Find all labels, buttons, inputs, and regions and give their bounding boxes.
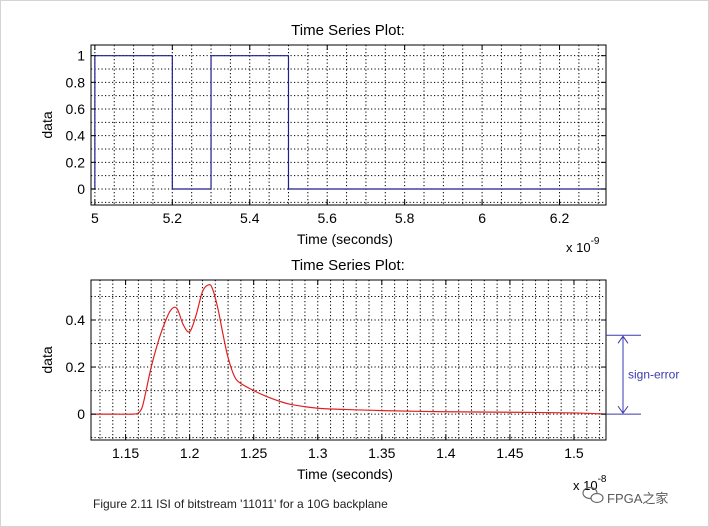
chart-top-plot-area bbox=[91, 45, 606, 205]
chart-top-xtick-label: 5.2 bbox=[163, 210, 183, 226]
chart-top-title: Time Series Plot: bbox=[291, 22, 405, 39]
chart-bottom-ylabel: data bbox=[39, 346, 55, 373]
chart-top-xtick-label: 5 bbox=[91, 210, 99, 226]
chart-bottom-x-ticks: 1.15 1.2 1.25 1.3 1.35 1.4 1.45 1.5 bbox=[112, 280, 584, 461]
chart-top-xtick-label: 6.2 bbox=[550, 210, 570, 226]
chart-top: Time Series Plot: 5 5.2 5.4 5.6 5.8 6 6.2 0 0.2… bbox=[39, 22, 607, 255]
chart-bottom-x-exponent: x 10-8 bbox=[573, 474, 607, 493]
chart-top-ylabel: data bbox=[39, 111, 55, 138]
chart-bottom: Time Series Plot: 1.15 1.2 1.25 1.3 1.35 1.4 1… bbox=[39, 257, 679, 493]
chart-top-y-ticks: 0 0.2 0.4 0.6 0.8 1 bbox=[66, 48, 606, 197]
sign-error-annotation: sign-error bbox=[606, 334, 679, 415]
chart-bottom-xtick-label: 1.3 bbox=[308, 445, 328, 461]
chart-bottom-xtick-label: 1.45 bbox=[496, 445, 523, 461]
watermark-text: FPGA之家 bbox=[607, 491, 668, 506]
chart-top-xtick-label: 5.8 bbox=[395, 210, 415, 226]
chart-top-ytick-label: 0.8 bbox=[66, 74, 86, 90]
chart-top-ytick-label: 1 bbox=[77, 48, 85, 64]
sign-error-label: sign-error bbox=[628, 368, 679, 382]
chart-bottom-ytick-label: 0.2 bbox=[66, 359, 86, 375]
chart-top-axes-box bbox=[90, 44, 607, 206]
chart-bottom-xtick-label: 1.35 bbox=[368, 445, 395, 461]
chart-top-xtick-label: 5.6 bbox=[317, 210, 337, 226]
chart-bottom-ytick-label: 0.4 bbox=[66, 312, 86, 328]
chart-bottom-title: Time Series Plot: bbox=[291, 257, 405, 274]
chart-bottom-xtick-label: 1.25 bbox=[240, 445, 267, 461]
chart-top-series-layer bbox=[91, 55, 606, 190]
chart-bottom-series-line bbox=[91, 284, 606, 415]
chart-top-x-ticks: 5 5.2 5.4 5.6 5.8 6 6.2 bbox=[91, 45, 570, 226]
chart-bottom-xlabel: Time (seconds) bbox=[297, 466, 393, 482]
chart-top-xtick-label: 5.4 bbox=[240, 210, 260, 226]
sign-error-arrow-down-icon bbox=[617, 405, 629, 414]
chart-bottom-axes-box bbox=[90, 279, 607, 441]
chart-bottom-xtick-label: 1.2 bbox=[180, 445, 200, 461]
chart-top-ytick-label: 0.4 bbox=[66, 128, 86, 144]
chart-top-xlabel: Time (seconds) bbox=[297, 231, 393, 247]
chart-top-x-exponent: x 10-9 bbox=[566, 236, 600, 255]
chart-top-ytick-label: 0.2 bbox=[66, 154, 86, 170]
chart-bottom-xtick-label: 1.4 bbox=[436, 445, 456, 461]
chart-top-xtick-label: 6 bbox=[478, 210, 486, 226]
chart-bottom-y-ticks: 0 0.2 0.4 bbox=[66, 312, 606, 422]
chart-bottom-xtick-label: 1.5 bbox=[564, 445, 584, 461]
chart-bottom-plot-area bbox=[91, 280, 606, 440]
chart-bottom-ytick-label: 0 bbox=[77, 406, 85, 422]
sign-error-arrow-up-icon bbox=[617, 335, 629, 344]
wechat-logo-icon bbox=[582, 486, 604, 504]
chart-top-ytick-label: 0.6 bbox=[66, 101, 86, 117]
chart-top-ytick-label: 0 bbox=[77, 181, 85, 197]
figure-caption: Figure 2.11 ISI of bitstream '11011' for… bbox=[93, 497, 388, 511]
chart-top-series-line bbox=[91, 55, 606, 190]
chart-bottom-series-layer bbox=[91, 284, 606, 415]
chart-bottom-xtick-label: 1.15 bbox=[112, 445, 139, 461]
watermark: FPGA之家 bbox=[582, 486, 668, 506]
